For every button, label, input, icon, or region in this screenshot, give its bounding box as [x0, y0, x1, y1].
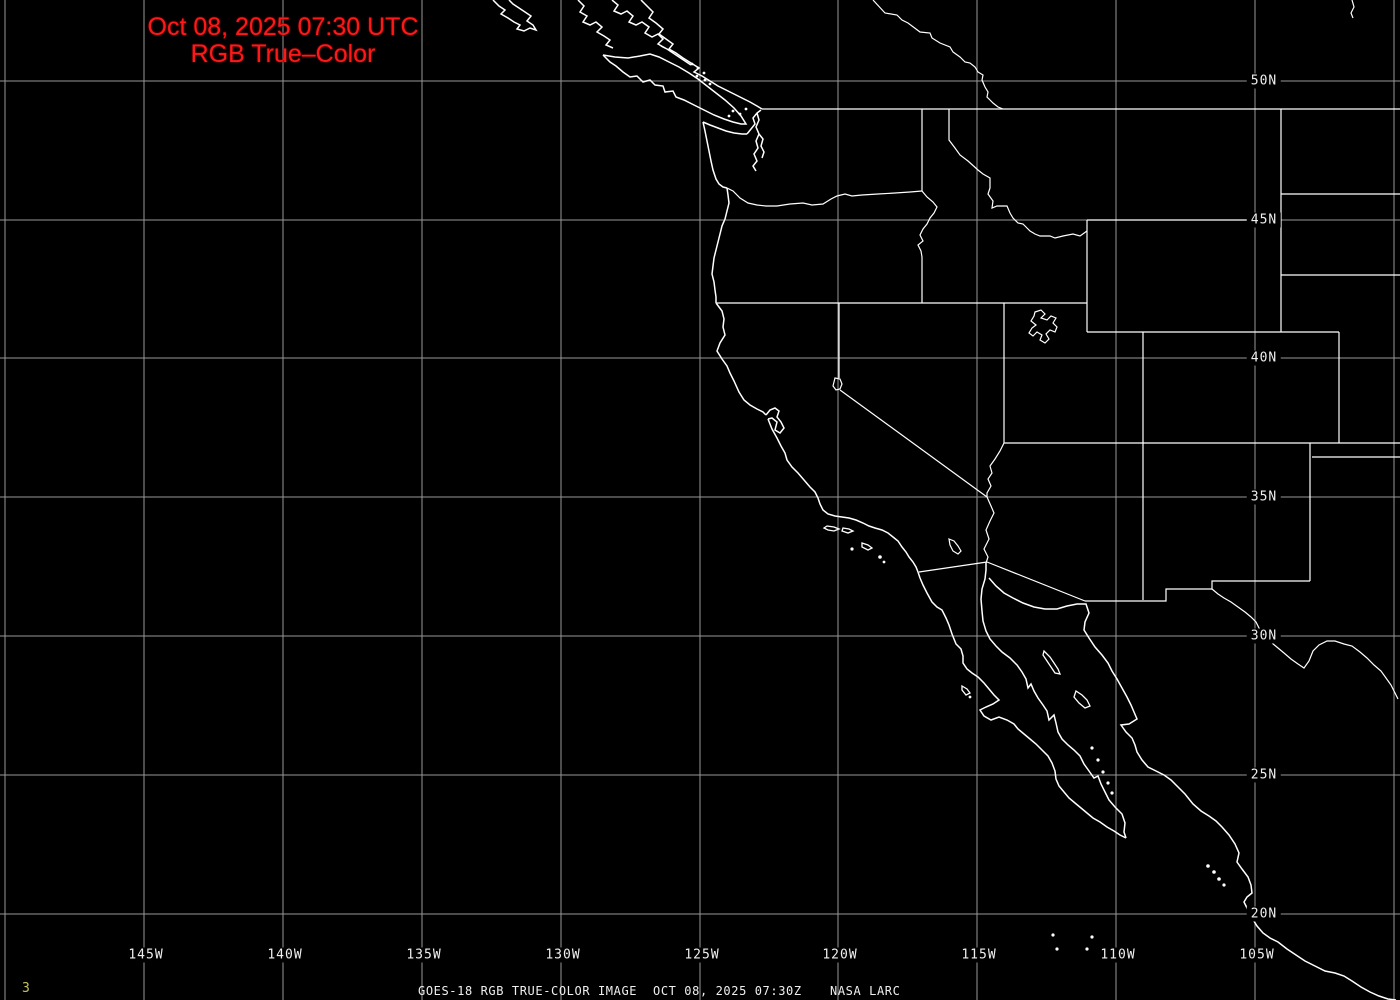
border-nv-az-colorado-river: [986, 442, 1005, 497]
coast-sf-bay: [765, 407, 785, 434]
border-rio-grande: [1211, 588, 1399, 700]
border-ca-mexico: [918, 561, 988, 573]
latitude-label: 35N: [1246, 489, 1282, 505]
caption-product: GOES-18 RGB TRUE-COLOR IMAGE: [418, 984, 638, 998]
image-title: Oct 08, 2025 07:30 UTC RGB True–Color: [148, 14, 419, 68]
canada-lake-fragment: [1350, 0, 1355, 19]
image-title-datetime: Oct 08, 2025 07:30 UTC: [147, 13, 419, 41]
coast-baja-pacific: [919, 577, 1127, 839]
latitude-label: 45N: [1246, 212, 1282, 228]
coast-california: [715, 302, 921, 579]
border-nm-mexico-steps: [1085, 588, 1212, 602]
gulf-island-tiburon: [1073, 689, 1091, 709]
coast-washington-oregon: [711, 187, 730, 303]
border-or-id-snake-river: [917, 190, 938, 303]
lake-tahoe: [832, 377, 843, 391]
longitude-label: 125W: [680, 947, 724, 963]
state-borders: [716, 0, 1400, 700]
longitude-label: 130W: [541, 947, 585, 963]
border-id-mt-divide: [948, 109, 1088, 239]
longitude-label: 105W: [1235, 947, 1279, 963]
longitude-label: 110W: [1096, 947, 1140, 963]
coastlines: [492, 0, 1397, 1000]
latitude-label: 20N: [1246, 906, 1282, 922]
border-wa-or-columbia-river: [726, 187, 923, 207]
frame-number: 3: [22, 981, 30, 996]
border-ca-az-colorado-river: [983, 496, 995, 564]
coast-bc-fjords-a: [577, 0, 614, 49]
longitude-label: 120W: [818, 947, 862, 963]
gulf-island-angel-de-la-guarda: [1042, 649, 1062, 675]
coast-johnstone-islands: [660, 45, 692, 66]
longitude-label: 115W: [957, 947, 1001, 963]
longitude-label: 145W: [124, 947, 168, 963]
border-az-mexico-diagonal: [986, 561, 1086, 602]
salton-sea: [948, 538, 962, 555]
border-ca-nv-120w: [838, 303, 988, 498]
image-title-product: RGB True–Color: [190, 40, 376, 68]
channel-islands: [822, 525, 874, 551]
latitude-label: 25N: [1246, 767, 1282, 783]
great-salt-lake: [1028, 309, 1058, 344]
border-nm-tx-32n: [1211, 580, 1310, 589]
coast-olympic-peninsula: [702, 121, 747, 189]
longitude-label: 140W: [263, 947, 307, 963]
coast-puget-sound: [746, 109, 765, 172]
border-bc-alberta-divide: [872, 0, 1004, 110]
coast-baja-gulf: [980, 563, 1127, 839]
coast-bc-mainland: [640, 0, 763, 110]
caption-credit: NASA LARC: [830, 984, 901, 998]
cedros-island: [961, 684, 971, 696]
island-dots: [690, 62, 1226, 951]
coast-sonora-sinaloa: [988, 577, 1397, 1000]
islands: [690, 62, 1226, 951]
latitude-label: 50N: [1246, 73, 1282, 89]
caption-datetime: OCT 08, 2025 07:30Z: [653, 984, 802, 998]
latitude-label: 40N: [1246, 350, 1282, 366]
lakes: [832, 309, 1058, 555]
coast-haida-gwaii: [492, 0, 538, 32]
longitude-label: 135W: [402, 947, 446, 963]
coast-bc-fjords-b: [611, 0, 666, 49]
coast-vancouver-island: [602, 53, 748, 125]
latitude-label: 30N: [1246, 628, 1282, 644]
